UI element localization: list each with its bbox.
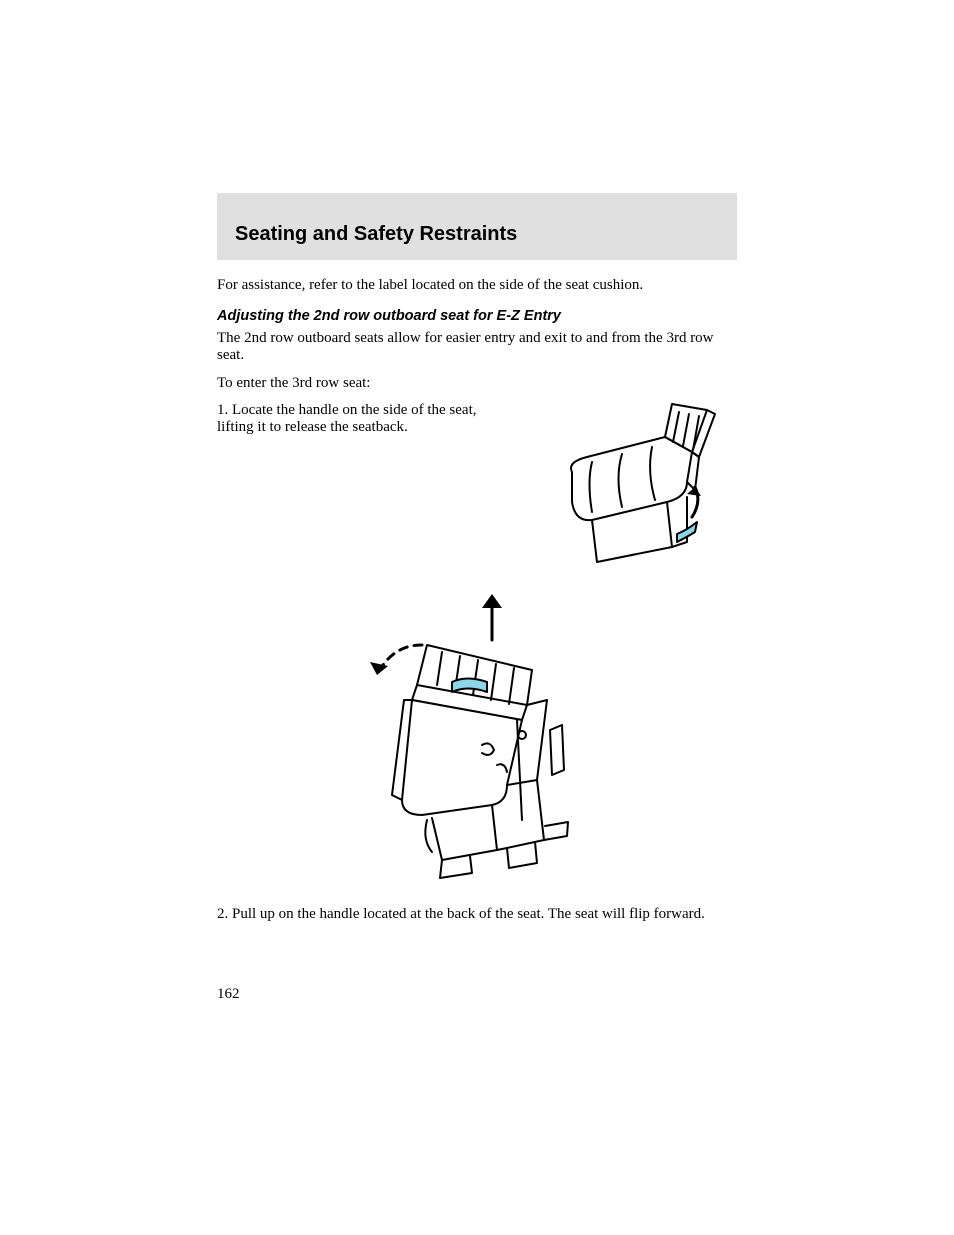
figure-1-container	[477, 402, 737, 582]
step-1-row: 1. Locate the handle on the side of the …	[217, 402, 737, 582]
seat-flip-illustration	[332, 590, 622, 890]
subsection-heading: Adjusting the 2nd row outboard seat for …	[217, 308, 737, 324]
section-title: Seating and Safety Restraints	[235, 223, 719, 246]
intro-text: For assistance, refer to the label locat…	[217, 276, 737, 294]
paragraph-1: The 2nd row outboard seats allow for eas…	[217, 330, 737, 365]
figure-2-container	[217, 590, 737, 890]
step-1-text: 1. Locate the handle on the side of the …	[217, 402, 477, 437]
page-number: 162	[217, 986, 240, 1003]
paragraph-2: To enter the 3rd row seat:	[217, 375, 737, 392]
step-2-text: 2. Pull up on the handle located at the …	[217, 906, 737, 923]
page-content: Seating and Safety Restraints For assist…	[217, 193, 737, 933]
section-header: Seating and Safety Restraints	[217, 193, 737, 260]
seat-handle-illustration	[537, 402, 737, 582]
